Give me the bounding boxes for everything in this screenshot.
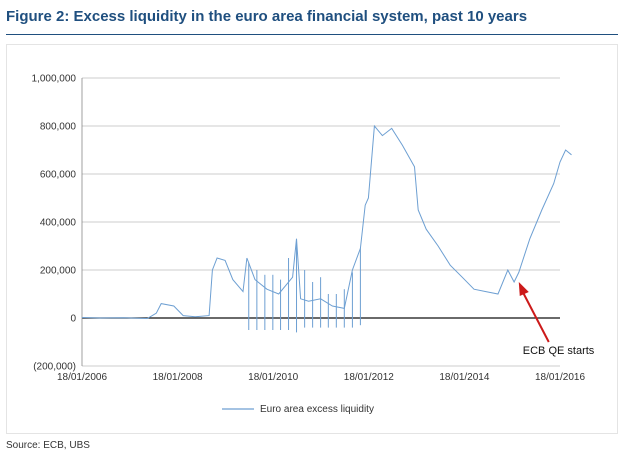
series-line-euro-area-excess-liquidity (81, 124, 572, 320)
y-tick-label: 800,000 (40, 122, 77, 133)
y-tick-label: 400,000 (40, 218, 77, 229)
annotation-label: ECB QE starts (523, 345, 595, 357)
title-rule (6, 34, 618, 35)
y-tick-label: 1,000,000 (32, 74, 77, 85)
chart-frame (6, 44, 618, 434)
x-tick-label: 18/01/2014 (439, 372, 489, 383)
legend: Euro area excess liquidity (222, 404, 374, 415)
x-tick-label: 18/01/2010 (248, 372, 298, 383)
y-tick-label: 0 (70, 314, 76, 325)
annotation-arrow (521, 291, 550, 343)
chart-title: Figure 2: Excess liquidity in the euro a… (6, 8, 528, 25)
x-tick-label: 18/01/2016 (535, 372, 585, 383)
source-note: Source: ECB, UBS (6, 440, 90, 451)
annotation-ecb-qe: ECB QE starts (518, 282, 595, 357)
x-axis-ticks: 18/01/2006 18/01/2008 18/01/2010 18/01/2012… (57, 372, 585, 383)
series-spikes (248, 238, 361, 333)
y-axis-ticks: 1,000,000 800,000 600,000 400,000 200,000 0 (2… (32, 74, 77, 373)
x-tick-label: 18/01/2006 (57, 372, 107, 383)
legend-label: Euro area excess liquidity (260, 404, 374, 415)
x-tick-label: 18/01/2012 (344, 372, 394, 383)
y-tick-label: (200,000) (33, 362, 76, 373)
y-tick-label: 600,000 (40, 170, 77, 181)
x-tick-label: 18/01/2008 (153, 372, 203, 383)
y-tick-label: 200,000 (40, 266, 77, 277)
annotation-arrowhead (518, 282, 529, 296)
